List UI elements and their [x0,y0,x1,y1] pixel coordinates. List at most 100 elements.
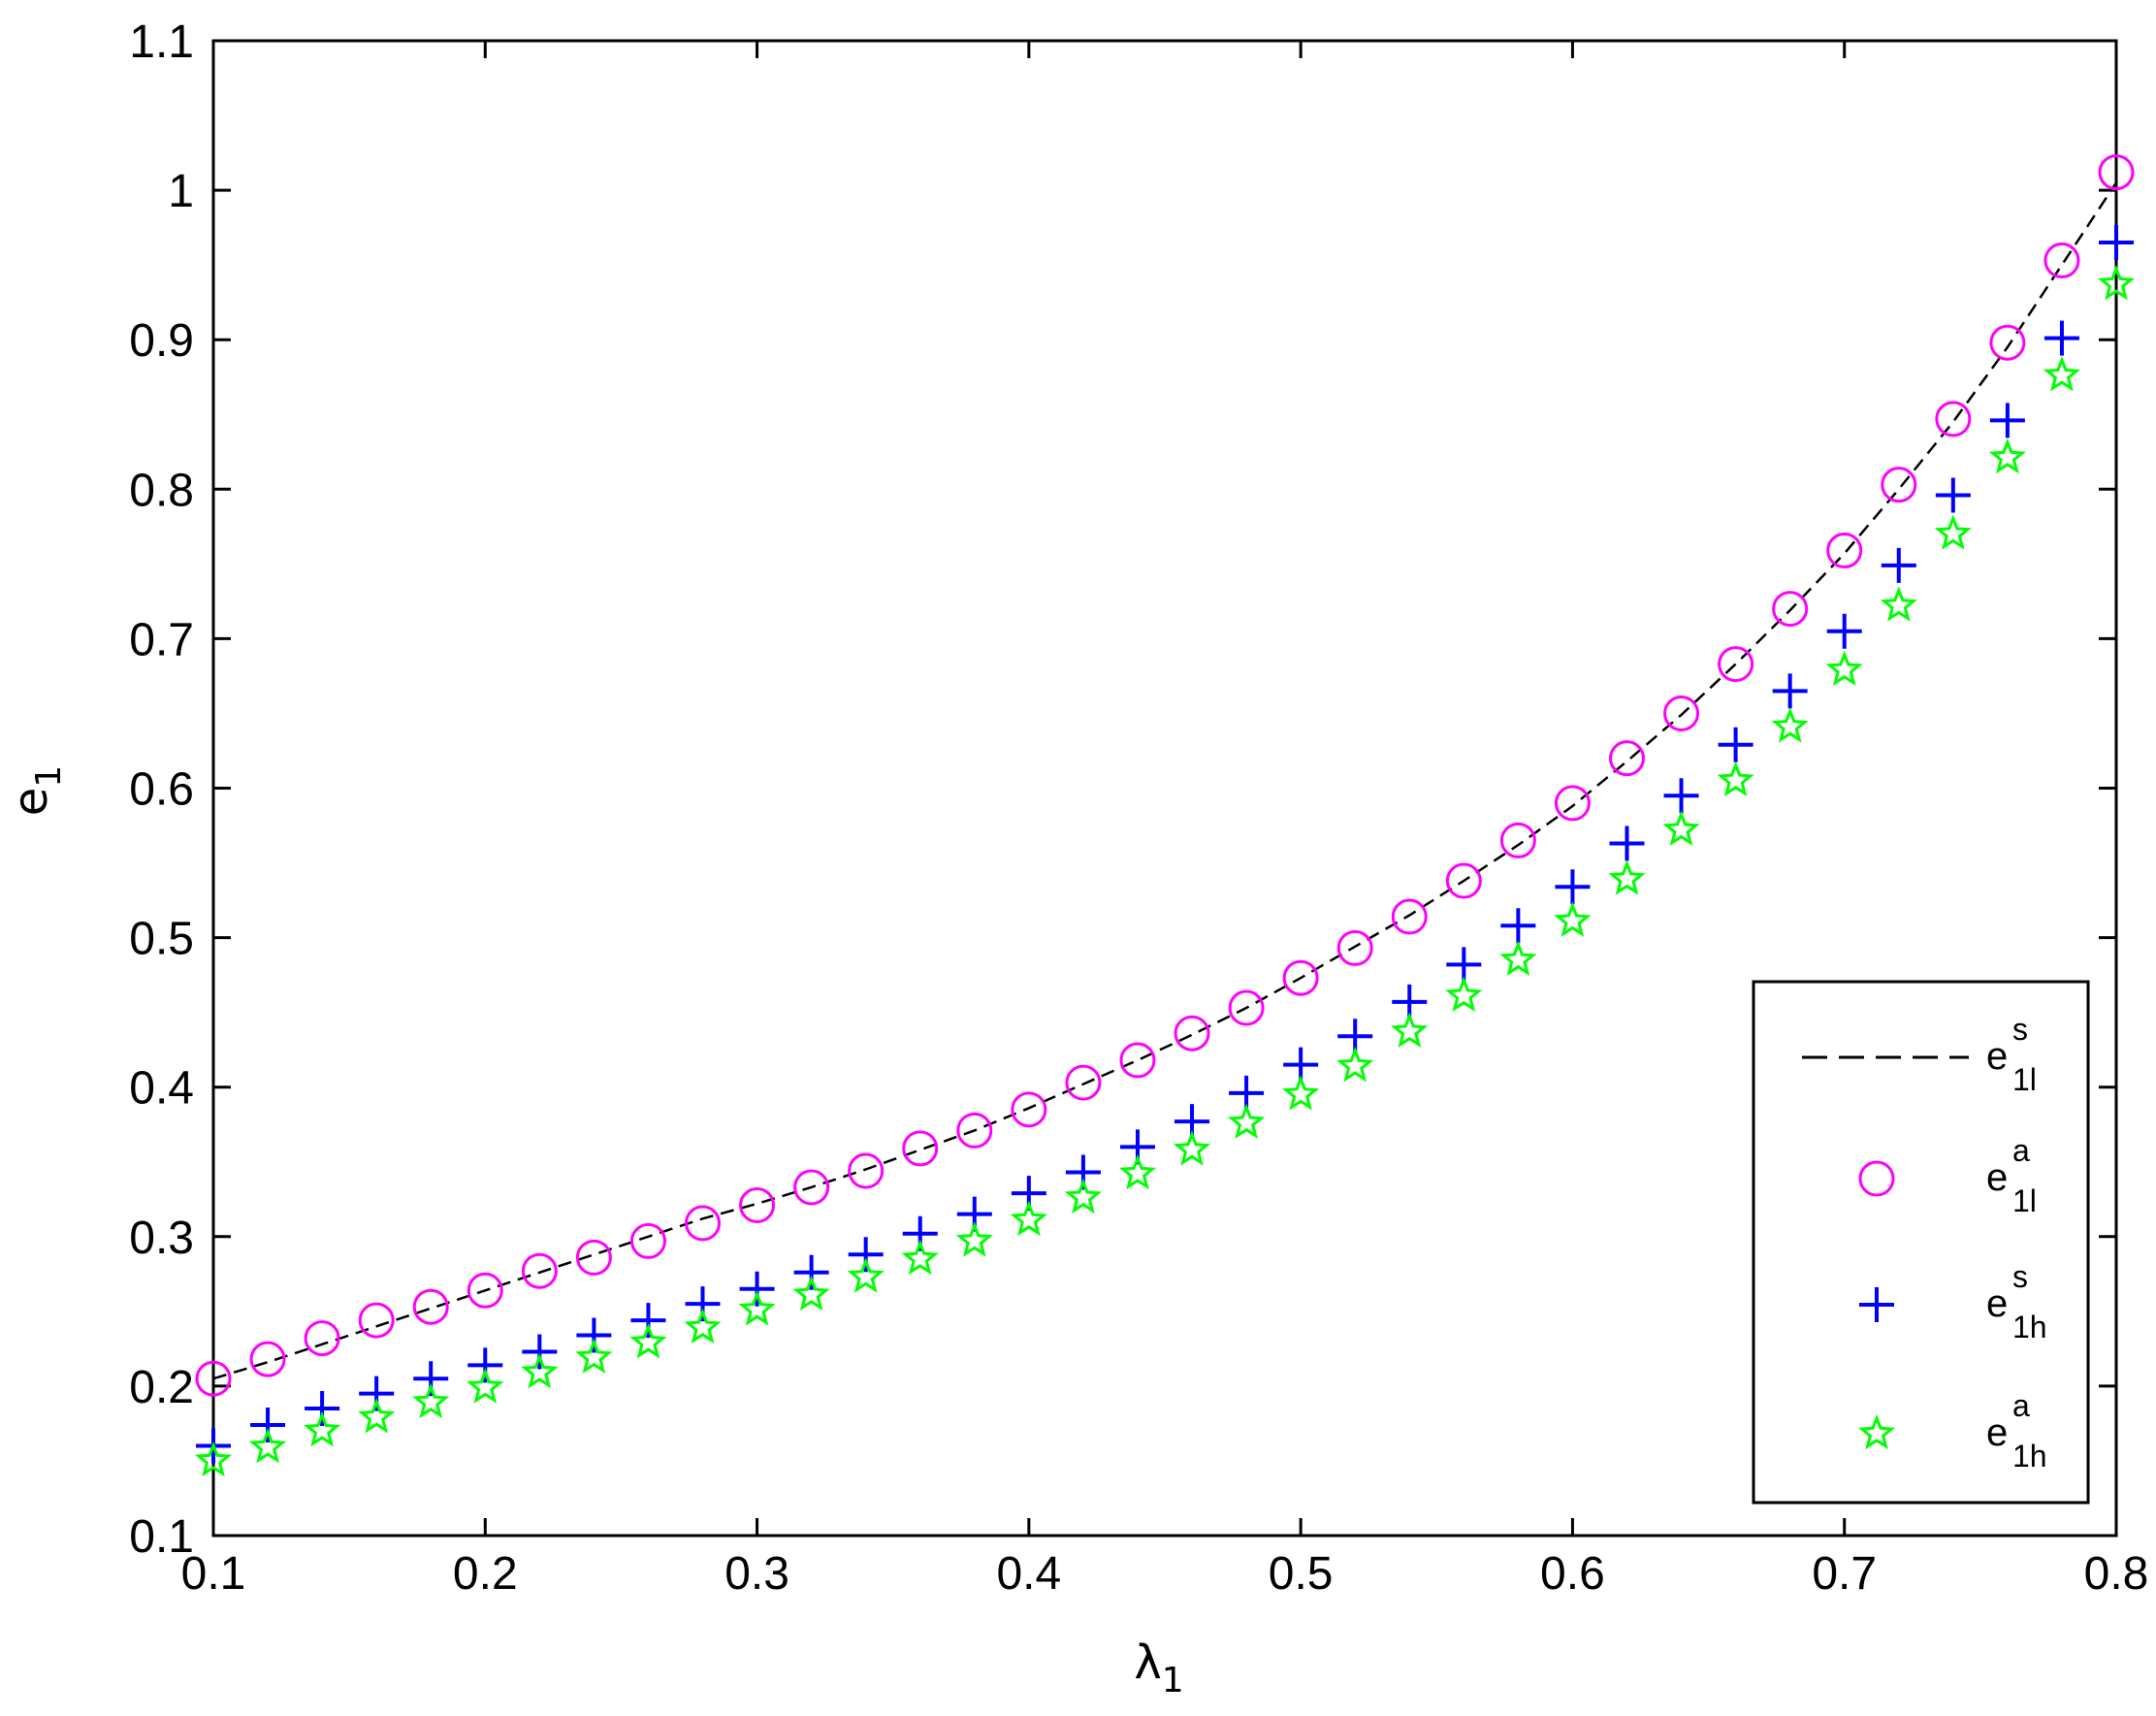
data-point [2098,154,2135,191]
legend-label: es 1h [1986,1259,2047,1344]
data-point [575,1338,613,1374]
legend-item-0: es 1l [1802,1012,2037,1097]
data-point [521,1252,558,1289]
y-tick-label: 0.6 [129,764,194,816]
data-point [1391,1012,1429,1048]
data-point [412,1382,450,1419]
x-axis-ticks: 0.1 0.2 0.3 0.4 0.5 0.6 0.7 0.8 [181,41,2148,1600]
data-point [1011,1091,1047,1128]
legend-swatch [1858,1160,1895,1197]
y-tick-label: 0.4 [129,1063,194,1115]
data-point [248,1428,287,1464]
legend-label-base: e [1986,1411,2008,1454]
data-point [358,1302,395,1339]
x-axis-label-sub: 1 [1162,1661,1184,1700]
legend-label-sup: s [2012,1259,2028,1294]
data-point [1228,989,1265,1026]
data-point [1173,1130,1211,1166]
legend-label-sup: s [2012,1012,2028,1047]
data-point [1010,1200,1047,1237]
series-0 [212,181,2118,1380]
data-point [2043,320,2079,356]
legend-label-sup: a [2012,1133,2030,1168]
data-point [1228,1103,1266,1139]
legend-label-base: e [1986,1035,2008,1078]
y-tick-label: 1 [168,166,194,217]
data-point [358,1398,396,1434]
data-point [738,1290,776,1326]
data-point [955,1221,993,1257]
x-tick-label: 0.7 [1812,1548,1877,1600]
data-point [1608,740,1645,777]
data-point [1935,401,1972,437]
legend-label-base: e [1986,1156,2008,1199]
data-point [522,1334,558,1370]
data-point [1446,947,1482,983]
series-1 [195,154,2135,1397]
data-point [739,1186,776,1223]
data-point [1282,1075,1320,1111]
data-point [249,1341,286,1377]
data-point [1118,1154,1157,1190]
data-point [1499,940,1537,977]
data-point [576,1317,612,1353]
legend-item-3: ea 1h [1857,1388,2047,1473]
data-point [521,1352,559,1389]
data-point [1065,1064,1102,1101]
y-axis-label-base: e [4,788,58,817]
data-point [2097,265,2136,301]
data-point [1881,467,1917,503]
data-point [194,1441,233,1477]
data-point [1445,862,1482,899]
legend-label-sub: 1l [2012,1062,2037,1097]
data-point [1772,591,1809,628]
data-point [1989,403,2025,438]
y-tick-label: 0.5 [129,914,194,965]
data-point [901,1239,939,1276]
x-axis-label: λ1 [1134,1635,1183,1700]
data-point [1119,1042,1156,1079]
y-axis-label: e1 [4,765,69,816]
data-point [304,1320,340,1357]
data-point [847,1257,885,1293]
data-point [1826,532,1863,568]
legend-box [1752,980,2090,1505]
data-point [305,1391,340,1427]
legend-label: es 1l [1986,1012,2037,1097]
data-point [1989,324,2026,361]
data-point [1609,826,1645,861]
series-line [212,181,2118,1380]
y-tick-label: 0.1 [129,1511,194,1563]
data-point [1282,959,1319,996]
data-point [1772,673,1808,709]
legend-label: ea 1h [1986,1388,2047,1473]
data-point [793,1169,830,1206]
data-point [1934,514,1972,550]
data-point [1391,898,1428,935]
y-axis-ticks: 0.1 0.2 0.3 0.4 0.5 0.6 0.7 0.8 0.9 1 1.1 [129,16,2116,1563]
data-point [1825,650,1863,686]
data-point [956,1112,993,1149]
data-point [848,1237,884,1273]
y-tick-label: 0.2 [129,1362,194,1413]
legend-label-sub: 1l [2012,1183,2037,1218]
legend-label-sub: 1h [2012,1439,2047,1473]
data-point [629,1323,667,1359]
data-point [848,1152,885,1189]
data-point [2099,225,2134,261]
data-point [1500,908,1536,944]
legend-label-base: e [1986,1282,2008,1325]
legend-swatch [1857,1413,1896,1450]
legend-item-1: ea 1l [1858,1133,2037,1218]
y-tick-label: 0.3 [129,1213,194,1264]
data-point [1662,810,1700,846]
y-tick-label: 0.8 [129,465,194,516]
x-tick-label: 0.4 [996,1548,1061,1600]
legend-label-sub: 1h [2012,1310,2047,1344]
legend-label: ea 1l [1986,1133,2037,1218]
data-point [1881,547,1916,583]
y-tick-label: 0.7 [129,614,194,665]
data-point [1771,707,1809,743]
